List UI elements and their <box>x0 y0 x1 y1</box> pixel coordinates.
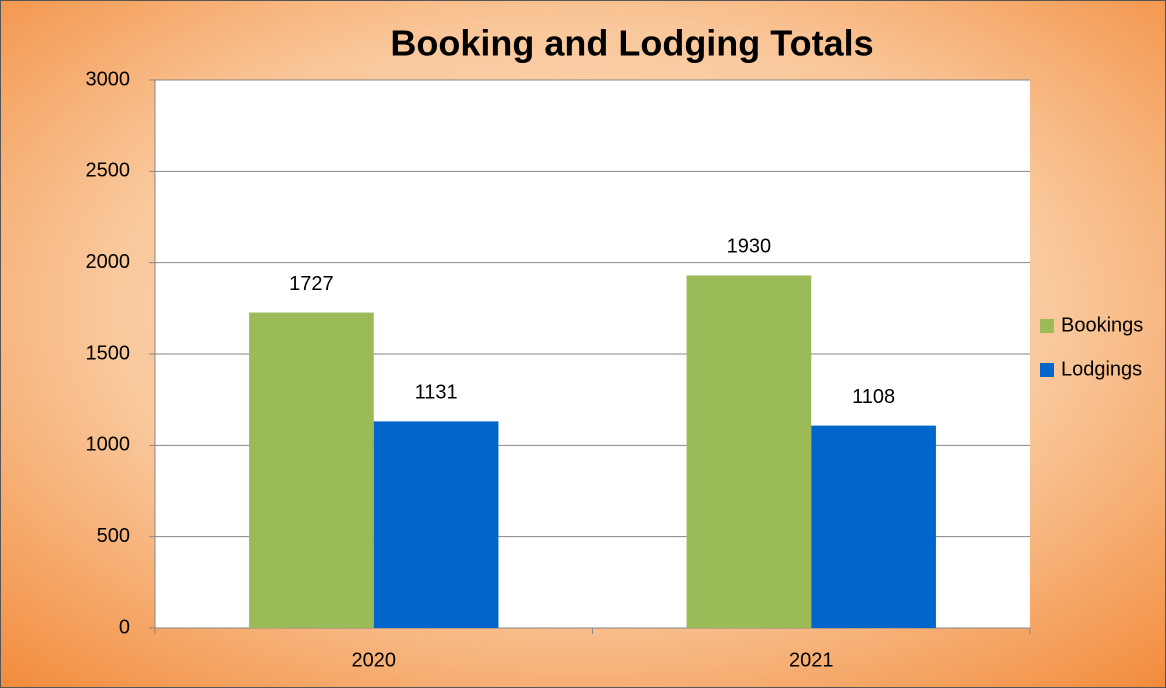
y-tick-label: 0 <box>119 616 130 638</box>
x-tick-label: 2020 <box>352 649 397 671</box>
y-tick-label: 2000 <box>86 251 131 273</box>
legend-swatch <box>1040 363 1054 377</box>
y-tick-label: 3000 <box>86 68 131 90</box>
bar <box>373 421 499 628</box>
y-tick-label: 2500 <box>86 160 131 182</box>
y-tick-label: 1000 <box>86 434 131 456</box>
chart-title: Booking and Lodging Totals <box>390 23 873 64</box>
x-tick-label: 2021 <box>789 649 834 671</box>
legend-swatch <box>1040 319 1054 333</box>
legend-label: Bookings <box>1061 314 1143 336</box>
data-label: 1108 <box>852 386 895 408</box>
data-label: 1930 <box>727 236 772 258</box>
y-tick-label: 1500 <box>86 342 131 364</box>
bar <box>686 275 812 628</box>
y-tick-label: 500 <box>97 525 130 547</box>
data-label: 1131 <box>415 382 458 404</box>
bar <box>811 425 936 628</box>
bar <box>249 312 374 628</box>
data-label: 1727 <box>289 273 334 295</box>
legend-label: Lodgings <box>1061 358 1142 380</box>
